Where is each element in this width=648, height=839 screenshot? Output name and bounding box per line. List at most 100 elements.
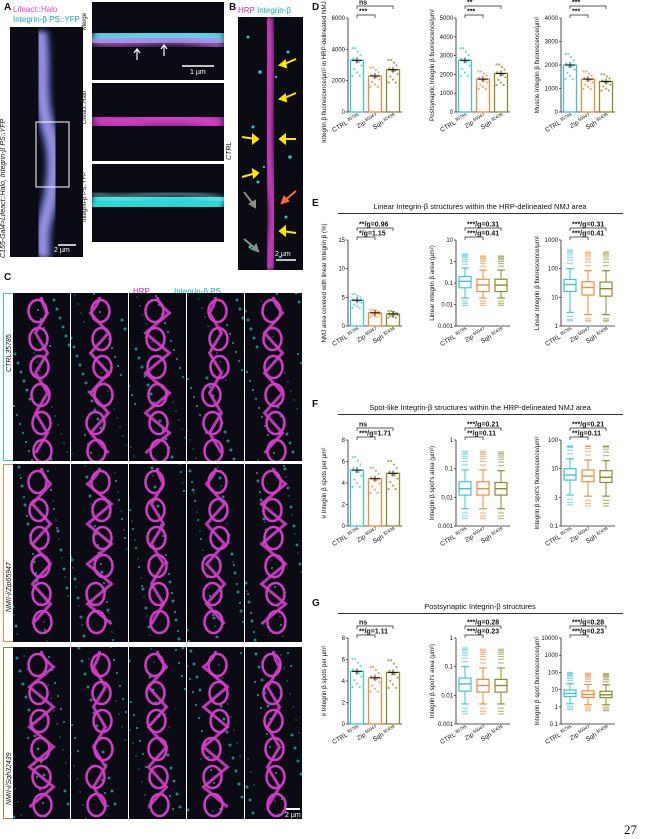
data-point <box>396 477 399 480</box>
data-point <box>392 463 395 466</box>
data-point <box>583 76 586 80</box>
data-point <box>396 314 399 317</box>
data-point <box>356 294 359 297</box>
data-point <box>353 303 356 306</box>
data-point <box>390 58 393 61</box>
significance-label: *** <box>467 9 475 16</box>
data-point <box>376 85 379 88</box>
data-point <box>481 85 485 88</box>
data-point <box>569 56 573 59</box>
data-point <box>391 484 395 487</box>
panel-c-tile <box>245 464 302 642</box>
data-point <box>369 85 372 88</box>
y-tick-label: 10 <box>446 238 453 244</box>
data-point <box>374 68 377 72</box>
y-tick-label: 0.1 <box>550 524 559 530</box>
panel-a-zoom-merge: 1 µm <box>92 2 224 80</box>
y-tick-label: 6 <box>342 658 346 664</box>
x-tick-superscript: 65947 <box>576 112 591 123</box>
significance-bracket <box>356 227 394 231</box>
data-point <box>357 60 360 64</box>
y-tick-label: 0.01 <box>441 495 453 501</box>
data-point <box>376 690 379 693</box>
panel-c-tile <box>71 464 128 642</box>
panel-e-title: Linear Integrin-β structures within the … <box>373 202 587 211</box>
panel-c-scale-bar <box>286 808 300 810</box>
data-point <box>369 66 372 69</box>
y-tick-label: 0 <box>342 524 346 530</box>
bar <box>562 64 578 113</box>
bar <box>349 299 365 327</box>
x-tick-superscript: 35785 <box>558 526 573 537</box>
data-point <box>376 491 379 494</box>
data-point <box>370 73 373 76</box>
data-point <box>477 70 480 73</box>
x-tick-superscript: 65947 <box>363 724 378 735</box>
data-point <box>388 470 391 473</box>
y-axis-label: # Integrin β spots per µm² <box>321 646 328 717</box>
y-tick-label: 2000 <box>332 79 346 85</box>
data-point <box>378 482 381 485</box>
data-point <box>461 67 464 71</box>
x-tick-superscript: 35785 <box>453 112 468 123</box>
zoom-box <box>35 121 70 188</box>
data-point <box>377 472 380 476</box>
significance-bracket <box>569 625 607 629</box>
significance-label: ***/g=0.41 <box>572 231 604 238</box>
data-point <box>387 310 390 313</box>
bar <box>598 80 614 113</box>
data-point <box>377 310 380 313</box>
data-point <box>395 666 398 669</box>
data-point <box>486 81 489 84</box>
y-axis-label: Integrin β spot fluorescence/µm² <box>534 637 541 726</box>
panel-label-d: D <box>312 2 320 13</box>
significance-bracket <box>464 634 484 638</box>
x-tick-superscript: 35785 <box>453 526 468 537</box>
data-point <box>484 87 487 91</box>
y-tick-label: 10 <box>338 267 345 273</box>
y-tick-label: 4000 <box>440 35 454 41</box>
bar <box>385 671 401 725</box>
y-tick-label: 1 <box>555 705 559 711</box>
data-point <box>356 459 359 462</box>
data-point <box>353 478 356 481</box>
bar <box>493 72 509 113</box>
arrow <box>160 44 168 56</box>
data-point <box>395 64 398 67</box>
y-tick-label: 0 <box>555 110 559 116</box>
y-tick-label: 4000 <box>545 16 559 22</box>
panel-g-title: Postsynaptic Integrin-β structures <box>424 602 536 611</box>
data-point <box>359 296 362 299</box>
y-tick-label: 0.01 <box>441 693 453 699</box>
data-point <box>351 306 354 310</box>
data-point <box>387 488 390 491</box>
data-point <box>483 79 486 82</box>
data-point <box>371 80 374 84</box>
data-point <box>353 679 356 682</box>
y-tick-label: 0.1 <box>445 467 454 473</box>
bar <box>349 469 365 527</box>
data-point <box>392 662 395 665</box>
data-point <box>359 463 362 466</box>
data-point <box>360 675 363 678</box>
y-tick-label: 0.001 <box>438 524 454 530</box>
data-point <box>395 311 398 314</box>
data-point <box>609 83 612 86</box>
x-tick-superscript: 65947 <box>576 526 591 537</box>
y-tick-label: 0 <box>342 324 346 330</box>
y-axis-label: Linear Integrin β area (µm²) <box>429 245 436 321</box>
data-point <box>355 305 359 308</box>
y-tick-label: 2000 <box>440 72 454 78</box>
y-tick-label: 10 <box>551 467 558 473</box>
data-point <box>390 459 393 463</box>
data-point <box>371 313 374 317</box>
data-point <box>564 52 567 56</box>
data-point <box>497 78 500 81</box>
panel-label-e: E <box>312 198 319 209</box>
significance-label: ***/g=1.71 <box>359 431 391 438</box>
data-point <box>608 77 611 80</box>
box <box>458 275 472 289</box>
x-tick-superscript: 65947 <box>576 326 591 337</box>
panel-label-f: F <box>312 399 319 410</box>
